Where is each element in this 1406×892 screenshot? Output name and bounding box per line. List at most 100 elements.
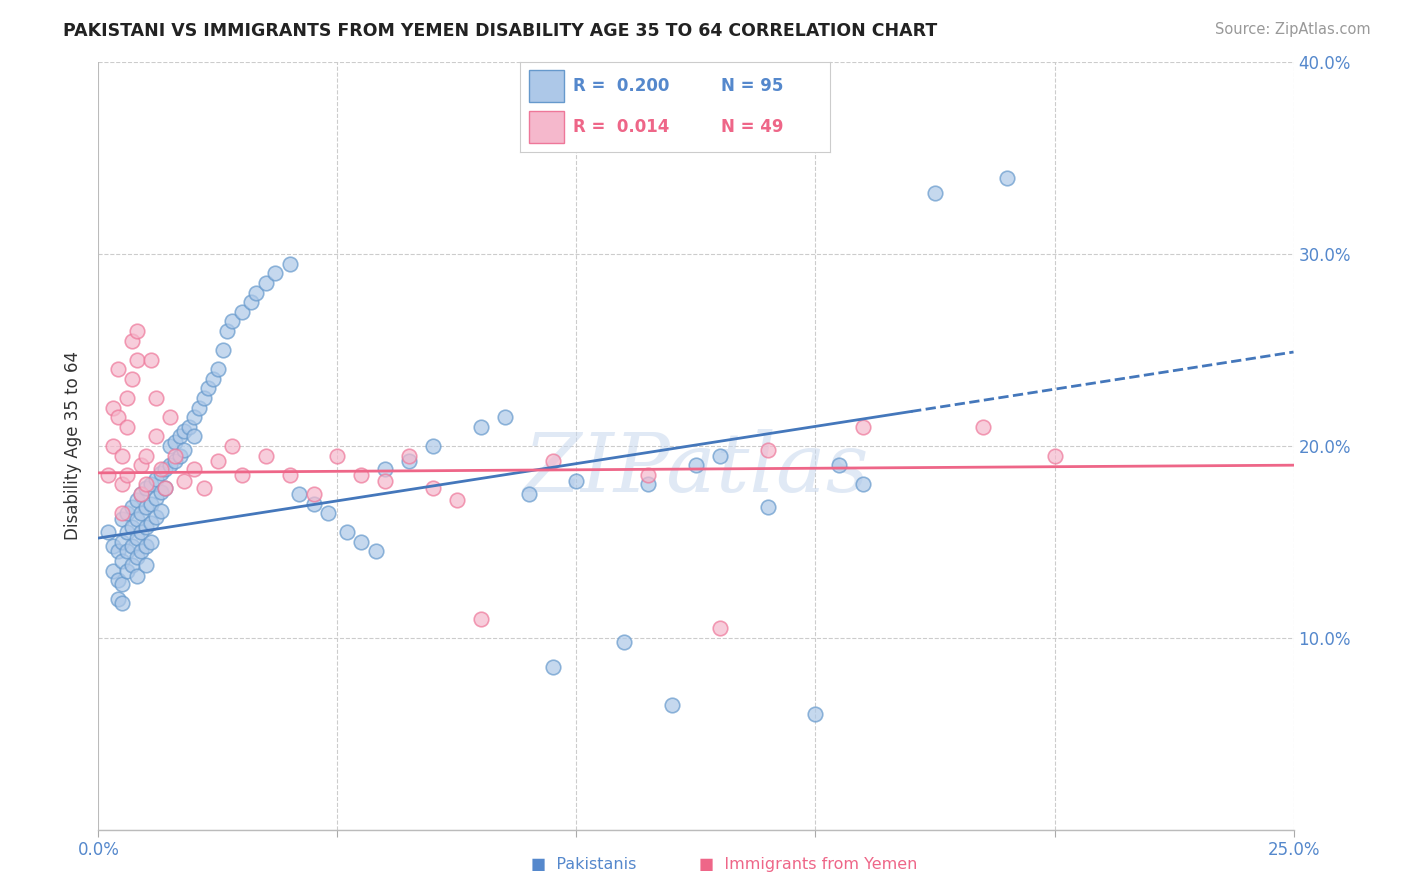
Point bbox=[107, 574, 129, 588]
Point bbox=[756, 442, 779, 457]
Point bbox=[125, 569, 148, 583]
Point bbox=[111, 596, 134, 610]
Point bbox=[169, 449, 191, 463]
Point bbox=[173, 474, 195, 488]
Point bbox=[613, 634, 636, 648]
Point bbox=[125, 512, 148, 526]
Point bbox=[121, 519, 143, 533]
Point bbox=[125, 531, 148, 545]
Point bbox=[193, 391, 215, 405]
Point bbox=[374, 474, 396, 488]
Text: ZIPatlas: ZIPatlas bbox=[523, 429, 869, 509]
Point bbox=[135, 477, 157, 491]
Point bbox=[135, 558, 157, 572]
Point bbox=[685, 458, 707, 473]
Point bbox=[302, 487, 325, 501]
Point bbox=[422, 439, 444, 453]
Y-axis label: Disability Age 35 to 64: Disability Age 35 to 64 bbox=[65, 351, 83, 541]
Point bbox=[245, 285, 267, 300]
Point bbox=[197, 382, 219, 396]
Text: N = 95: N = 95 bbox=[721, 77, 783, 95]
Point bbox=[302, 496, 325, 510]
Text: Source: ZipAtlas.com: Source: ZipAtlas.com bbox=[1215, 22, 1371, 37]
Point bbox=[139, 516, 162, 530]
Point bbox=[159, 439, 181, 453]
Point bbox=[145, 472, 167, 486]
Point bbox=[121, 334, 143, 348]
Point bbox=[131, 544, 153, 558]
Point bbox=[125, 324, 148, 338]
Point bbox=[183, 462, 205, 476]
Point bbox=[470, 612, 492, 626]
Point bbox=[217, 324, 239, 338]
Point bbox=[115, 420, 138, 434]
Point bbox=[211, 343, 233, 358]
Point bbox=[107, 592, 129, 607]
Point bbox=[135, 539, 157, 553]
Point bbox=[139, 535, 162, 549]
Point bbox=[121, 558, 143, 572]
Point bbox=[145, 510, 167, 524]
Point bbox=[145, 429, 167, 443]
Point bbox=[149, 462, 172, 476]
Point bbox=[145, 391, 167, 405]
Point bbox=[115, 564, 138, 578]
Text: R =  0.014: R = 0.014 bbox=[572, 118, 669, 136]
Point bbox=[350, 467, 373, 482]
Point bbox=[155, 481, 177, 495]
Point bbox=[326, 449, 349, 463]
Point bbox=[972, 420, 994, 434]
Point bbox=[541, 454, 564, 468]
Point bbox=[541, 659, 564, 673]
Point bbox=[107, 410, 129, 425]
Point bbox=[350, 535, 373, 549]
Point bbox=[115, 506, 138, 520]
Point bbox=[111, 577, 134, 591]
Point bbox=[494, 410, 516, 425]
Point bbox=[125, 352, 148, 367]
Point bbox=[422, 481, 444, 495]
Point bbox=[131, 487, 153, 501]
Point bbox=[187, 401, 209, 415]
Text: PAKISTANI VS IMMIGRANTS FROM YEMEN DISABILITY AGE 35 TO 64 CORRELATION CHART: PAKISTANI VS IMMIGRANTS FROM YEMEN DISAB… bbox=[63, 22, 938, 40]
Point bbox=[207, 454, 229, 468]
Point bbox=[278, 467, 301, 482]
Point bbox=[149, 466, 172, 480]
Point bbox=[97, 525, 120, 540]
Point bbox=[995, 170, 1018, 185]
Point bbox=[111, 535, 134, 549]
Point bbox=[852, 477, 875, 491]
Point bbox=[398, 449, 420, 463]
Text: R =  0.200: R = 0.200 bbox=[572, 77, 669, 95]
Point bbox=[709, 621, 731, 635]
Point bbox=[115, 544, 138, 558]
Point bbox=[159, 410, 181, 425]
Point bbox=[374, 462, 396, 476]
Point bbox=[101, 401, 124, 415]
Point bbox=[111, 512, 134, 526]
Point bbox=[135, 481, 157, 495]
Point bbox=[111, 554, 134, 568]
Text: ■  Pakistanis: ■ Pakistanis bbox=[531, 857, 636, 872]
Point bbox=[264, 266, 287, 280]
Point bbox=[278, 257, 301, 271]
Point bbox=[169, 429, 191, 443]
Point bbox=[139, 477, 162, 491]
Point bbox=[115, 525, 138, 540]
Point bbox=[852, 420, 875, 434]
Point bbox=[111, 449, 134, 463]
Point bbox=[288, 487, 311, 501]
Point bbox=[145, 491, 167, 505]
Point bbox=[149, 485, 172, 500]
Point bbox=[125, 492, 148, 507]
Point bbox=[231, 467, 253, 482]
Point bbox=[173, 442, 195, 457]
Point bbox=[637, 477, 659, 491]
Bar bbox=[530, 111, 564, 143]
Point bbox=[135, 449, 157, 463]
Point bbox=[163, 435, 186, 450]
Point bbox=[135, 500, 157, 515]
Point bbox=[131, 458, 153, 473]
Point bbox=[316, 506, 339, 520]
Point bbox=[125, 550, 148, 565]
